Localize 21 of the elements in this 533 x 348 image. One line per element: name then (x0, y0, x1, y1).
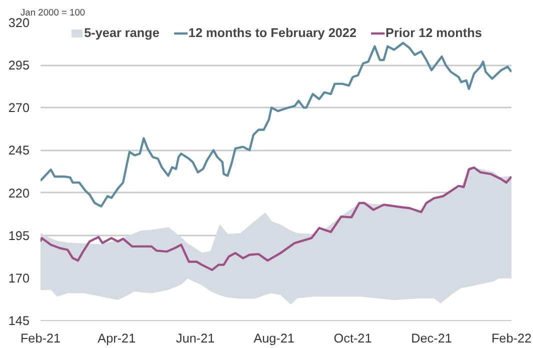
y-tick-label: 245 (8, 144, 30, 158)
legend-label: Prior 12 months (386, 26, 482, 40)
x-tick-label: Aug-21 (254, 332, 294, 346)
y-tick-label: 195 (8, 228, 30, 243)
legend-label: 5-year range (84, 26, 160, 40)
text: Jan 2000 = 100 (20, 8, 86, 18)
y-tick-label: 320 (8, 16, 30, 30)
legend-label: 12 months to February 2022 (188, 26, 357, 40)
x-tick-label: Apr-21 (98, 332, 136, 346)
x-tick-label: Feb-22 (491, 332, 532, 346)
x-tick-label: Jun-21 (176, 332, 215, 346)
y-tick-label: 170 (8, 271, 30, 286)
y-tick-label: 270 (8, 101, 30, 116)
y-tick-label: 220 (8, 186, 30, 200)
x-tick-label: Oct-21 (334, 332, 372, 346)
y-tick-label: 295 (8, 58, 30, 73)
line-series (40, 166, 512, 272)
line-series (40, 42, 512, 208)
x-tick-label: Dec-21 (411, 332, 452, 346)
x-tick-label: Feb-21 (20, 332, 61, 346)
y-tick-label: 145 (8, 314, 30, 328)
